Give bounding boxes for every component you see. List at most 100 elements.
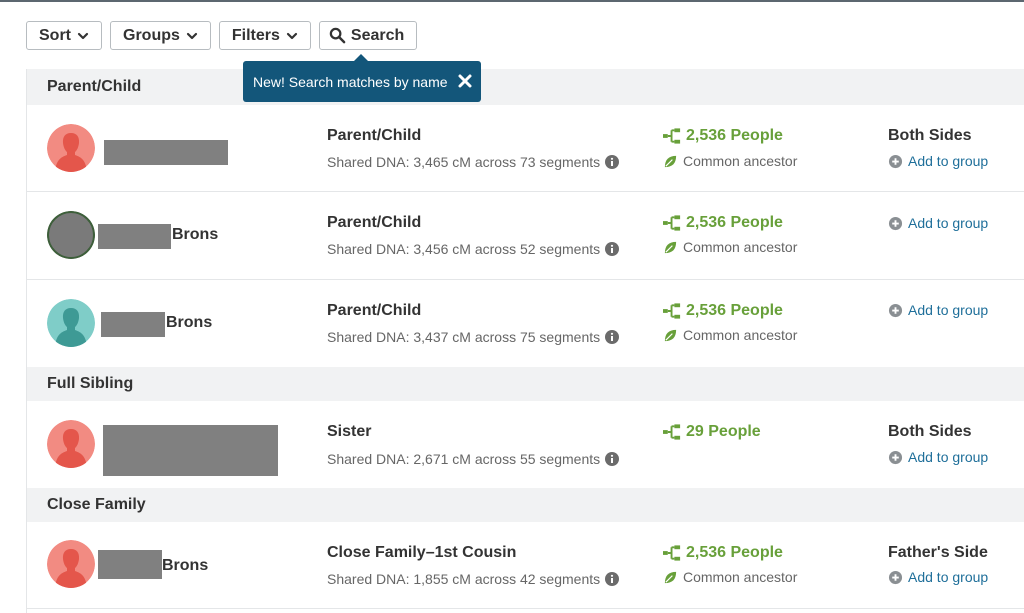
people-count: 2,536 People (686, 302, 783, 319)
search-tooltip: New! Search matches by name (243, 54, 481, 102)
common-ancestor-label: Common ancestor (683, 153, 798, 169)
info-icon[interactable] (605, 452, 619, 466)
group-header-parent-child: Parent/Child (27, 69, 1024, 105)
add-to-group-link[interactable]: Add to group (888, 569, 988, 585)
add-to-group-label: Add to group (908, 302, 989, 318)
common-ancestor-label: Common ancestor (683, 239, 798, 255)
row-divider (27, 279, 1024, 280)
relationship-label[interactable]: Sister (327, 423, 372, 440)
filters-label: Filters (231, 26, 280, 44)
relationship-label[interactable]: Parent/Child (327, 302, 422, 319)
shared-matches-link[interactable]: 2,536 People (663, 302, 783, 320)
family-tree-icon (663, 424, 682, 440)
shared-matches-link[interactable]: 2,536 People (663, 214, 783, 232)
tooltip-text: New! Search matches by name (253, 73, 448, 90)
plus-circle-icon (888, 570, 903, 585)
match-row[interactable]: Brons Parent/Child Shared DNA: 3,437 cM … (27, 280, 1024, 367)
match-list: Parent/Child Parent/Child Shared DNA: 3,… (26, 69, 1024, 613)
relationship-label[interactable]: Parent/Child (327, 214, 422, 231)
common-ancestor[interactable]: Common ancestor (663, 153, 797, 169)
info-icon[interactable] (605, 330, 619, 344)
family-tree-icon (663, 303, 682, 319)
groups-label: Groups (123, 26, 180, 44)
info-icon[interactable] (605, 242, 619, 256)
plus-circle-icon (888, 303, 903, 318)
top-border (0, 0, 1024, 2)
shared-dna-value: Shared DNA: 3,437 cM across 75 segments (327, 329, 601, 345)
shared-dna-value: Shared DNA: 3,465 cM across 73 segments (327, 154, 601, 170)
search-icon (329, 27, 346, 44)
avatar[interactable] (47, 420, 95, 468)
leaf-icon (663, 154, 678, 169)
family-tree-icon (663, 545, 682, 561)
group-header-close-family: Close Family (27, 488, 1024, 522)
add-to-group-label: Add to group (908, 215, 989, 231)
sort-button[interactable]: Sort (26, 21, 102, 50)
shared-dna-text: Shared DNA: 3,456 cM across 52 segments (327, 241, 619, 257)
add-to-group-link[interactable]: Add to group (888, 153, 988, 169)
shared-dna-value: Shared DNA: 3,456 cM across 52 segments (327, 241, 601, 257)
add-to-group-label: Add to group (908, 153, 989, 169)
match-surname[interactable]: Brons (172, 226, 219, 243)
match-row[interactable]: Sister Shared DNA: 2,671 cM across 55 se… (27, 401, 1024, 488)
search-label: Search (350, 26, 405, 44)
side-label: Both Sides (888, 423, 972, 440)
plus-circle-icon (888, 154, 903, 169)
match-surname[interactable]: Brons (162, 557, 209, 574)
add-to-group-link[interactable]: Add to group (888, 302, 988, 318)
shared-dna-text: Shared DNA: 3,465 cM across 73 segments (327, 154, 619, 170)
match-row[interactable]: Brons Close Family–1st Cousin Shared DNA… (27, 522, 1024, 608)
redacted-name (101, 312, 165, 337)
group-header-full-sibling: Full Sibling (27, 367, 1024, 401)
avatar[interactable] (47, 540, 95, 588)
shared-dna-text: Shared DNA: 3,437 cM across 75 segments (327, 329, 619, 345)
people-count: 2,536 People (686, 214, 783, 231)
search-button[interactable]: Search (318, 21, 418, 50)
redacted-name (103, 425, 278, 476)
add-to-group-label: Add to group (908, 449, 989, 465)
row-divider (27, 608, 1024, 609)
match-row[interactable]: Parent/Child Shared DNA: 3,465 cM across… (27, 105, 1024, 191)
redacted-name (98, 550, 162, 579)
common-ancestor[interactable]: Common ancestor (663, 239, 797, 255)
avatar[interactable] (47, 299, 95, 347)
filters-button[interactable]: Filters (218, 21, 311, 50)
people-count: 2,536 People (686, 127, 783, 144)
side-label: Father's Side (888, 544, 988, 561)
relationship-label[interactable]: Close Family–1st Cousin (327, 544, 517, 561)
family-tree-icon (663, 128, 682, 144)
leaf-icon (663, 240, 678, 255)
family-tree-icon (663, 215, 682, 231)
avatar[interactable] (47, 211, 95, 259)
shared-dna-value: Shared DNA: 2,671 cM across 55 segments (327, 451, 601, 467)
shared-dna-value: Shared DNA: 1,855 cM across 42 segments (327, 571, 601, 587)
common-ancestor-label: Common ancestor (683, 327, 798, 343)
chevron-down-icon (286, 30, 298, 42)
common-ancestor-label: Common ancestor (683, 569, 798, 585)
common-ancestor[interactable]: Common ancestor (663, 569, 797, 585)
relationship-label[interactable]: Parent/Child (327, 127, 422, 144)
add-to-group-link[interactable]: Add to group (888, 215, 988, 231)
avatar[interactable] (47, 124, 95, 172)
plus-circle-icon (888, 216, 903, 231)
add-to-group-label: Add to group (908, 569, 989, 585)
side-label: Both Sides (888, 127, 972, 144)
shared-dna-text: Shared DNA: 2,671 cM across 55 segments (327, 451, 619, 467)
shared-dna-text: Shared DNA: 1,855 cM across 42 segments (327, 571, 619, 587)
chevron-down-icon (186, 30, 198, 42)
row-divider (27, 191, 1024, 192)
info-icon[interactable] (605, 155, 619, 169)
groups-button[interactable]: Groups (110, 21, 211, 50)
shared-matches-link[interactable]: 2,536 People (663, 544, 783, 562)
leaf-icon (663, 570, 678, 585)
close-icon[interactable] (457, 73, 473, 89)
redacted-name (98, 224, 171, 249)
common-ancestor[interactable]: Common ancestor (663, 327, 797, 343)
match-row[interactable]: Brons Parent/Child Shared DNA: 3,456 cM … (27, 192, 1024, 279)
add-to-group-link[interactable]: Add to group (888, 449, 988, 465)
people-count: 2,536 People (686, 544, 783, 561)
shared-matches-link[interactable]: 2,536 People (663, 127, 783, 145)
shared-matches-link[interactable]: 29 People (663, 423, 761, 441)
info-icon[interactable] (605, 572, 619, 586)
match-surname[interactable]: Brons (166, 314, 213, 331)
